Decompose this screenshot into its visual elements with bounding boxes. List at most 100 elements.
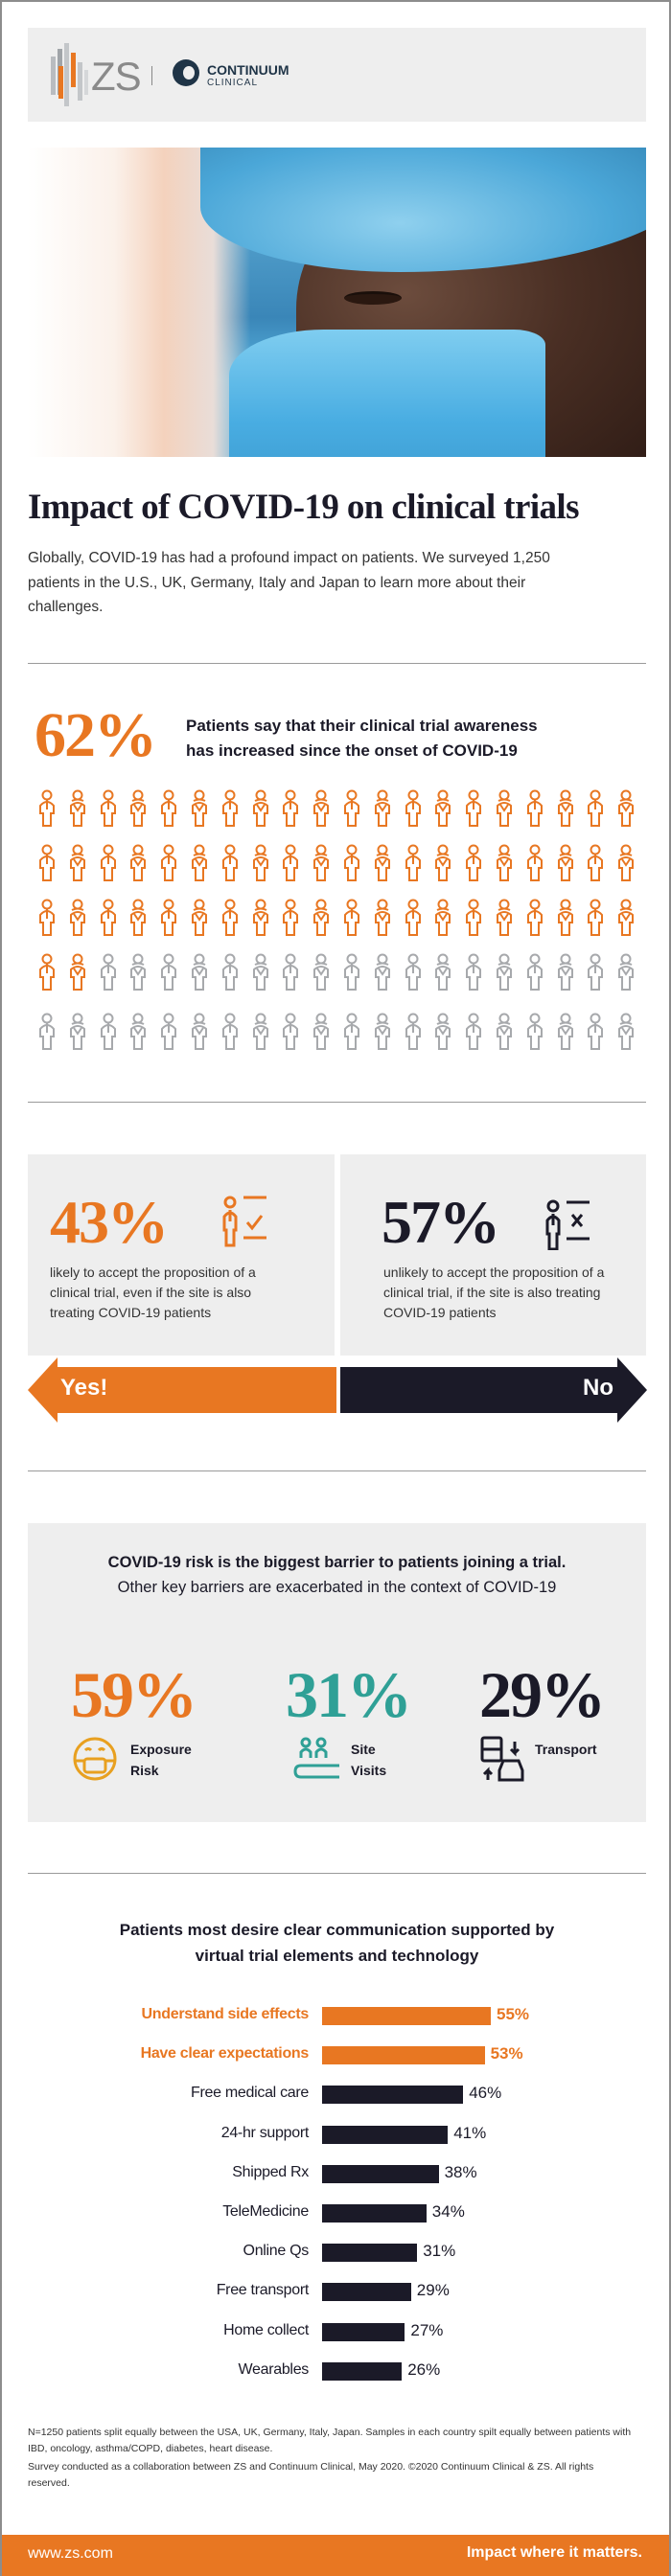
- woman-person-icon: [128, 789, 148, 828]
- footer-bar: [2, 2535, 669, 2576]
- man-person-icon: [159, 789, 178, 828]
- man-person-icon: [159, 899, 178, 937]
- man-person-icon: [281, 789, 300, 828]
- woman-person-icon: [433, 789, 452, 828]
- divider: [28, 1873, 646, 1874]
- man-person-icon: [37, 844, 57, 882]
- bar: [322, 2244, 418, 2263]
- bar-label: Shipped Rx: [232, 2163, 309, 2180]
- woman-person-icon: [495, 899, 514, 937]
- woman-person-icon: [190, 953, 209, 992]
- man-person-icon: [99, 953, 118, 992]
- site-label-line1: Site: [351, 1742, 376, 1757]
- man-person-icon: [342, 789, 361, 828]
- woman-person-icon: [251, 899, 270, 937]
- footer-url-link[interactable]: www.zs.com: [28, 2545, 113, 2562]
- bar: [322, 2361, 403, 2381]
- man-person-icon: [342, 844, 361, 882]
- man-person-icon: [586, 1013, 605, 1051]
- no-percent: 57%: [382, 1188, 500, 1256]
- man-person-icon: [159, 953, 178, 992]
- man-person-icon: [525, 1013, 544, 1051]
- bar-value-label: 55%: [497, 2005, 530, 2023]
- man-person-icon: [586, 844, 605, 882]
- woman-person-icon: [312, 953, 331, 992]
- woman-person-icon: [616, 953, 636, 992]
- bar: [322, 2283, 411, 2302]
- woman-person-icon: [433, 899, 452, 937]
- no-panel: [340, 1154, 646, 1356]
- no-label: No: [583, 1375, 613, 1401]
- man-person-icon: [159, 844, 178, 882]
- bar: [322, 2204, 427, 2223]
- woman-person-icon: [190, 899, 209, 937]
- woman-person-icon: [616, 1013, 636, 1051]
- man-person-icon: [99, 899, 118, 937]
- bar-label: Have clear expectations: [140, 2045, 310, 2063]
- man-person-icon: [464, 953, 483, 992]
- man-person-icon: [220, 789, 240, 828]
- woman-person-icon: [433, 844, 452, 882]
- bar-value-label: 27%: [410, 2320, 444, 2339]
- partner-sub: CLINICAL: [207, 78, 259, 88]
- woman-person-icon: [556, 899, 575, 937]
- divider: [28, 1470, 646, 1471]
- woman-person-icon: [190, 844, 209, 882]
- bar-label: 24-hr support: [220, 2124, 310, 2141]
- woman-person-icon: [373, 899, 392, 937]
- woman-person-icon: [373, 844, 392, 882]
- yes-label: Yes!: [60, 1375, 108, 1401]
- woman-person-icon: [433, 953, 452, 992]
- bar-value-label: 34%: [431, 2202, 465, 2221]
- man-person-icon: [404, 1013, 423, 1051]
- woman-person-icon: [373, 953, 392, 992]
- man-person-icon: [586, 789, 605, 828]
- woman-person-icon: [556, 1013, 575, 1051]
- woman-person-icon: [68, 789, 87, 828]
- transport-percent: 29%: [479, 1658, 606, 1731]
- bar: [322, 2322, 405, 2341]
- man-person-icon: [37, 953, 57, 992]
- transport-label: Transport: [535, 1742, 597, 1757]
- woman-person-icon: [68, 953, 87, 992]
- man-person-icon: [99, 1013, 118, 1051]
- man-person-icon: [525, 953, 544, 992]
- man-person-icon: [464, 789, 483, 828]
- man-person-icon: [342, 1013, 361, 1051]
- site-label-line2: Visits: [351, 1763, 387, 1778]
- bar-value-label: 29%: [416, 2281, 450, 2300]
- logo-divider: [151, 66, 152, 85]
- man-person-icon: [404, 789, 423, 828]
- face-mask-icon: [73, 1737, 117, 1781]
- bar: [322, 2007, 491, 2025]
- man-person-icon: [220, 899, 240, 937]
- woman-person-icon: [556, 953, 575, 992]
- woman-person-icon: [556, 844, 575, 882]
- woman-person-icon: [495, 844, 514, 882]
- awareness-text-line1: Patients say that their clinical trial a…: [186, 717, 538, 735]
- bar-label: TeleMedicine: [222, 2203, 309, 2220]
- site-visits-percent: 31%: [286, 1658, 412, 1731]
- zs-logo-text: ZS: [91, 54, 142, 99]
- exposure-risk-label: Exposure Risk: [130, 1739, 192, 1781]
- zs-logo-mark-icon: [51, 43, 88, 106]
- bar-label: Free transport: [216, 2282, 310, 2299]
- woman-person-icon: [251, 789, 270, 828]
- man-person-icon: [37, 899, 57, 937]
- man-person-icon: [281, 844, 300, 882]
- woman-person-icon: [190, 789, 209, 828]
- bar-label: Free medical care: [191, 2085, 309, 2102]
- man-person-icon: [342, 953, 361, 992]
- yes-panel: [28, 1154, 335, 1356]
- man-person-icon: [525, 844, 544, 882]
- divider: [28, 1102, 646, 1103]
- divider: [28, 663, 646, 664]
- barriers-panel: [28, 1523, 646, 1822]
- woman-person-icon: [616, 844, 636, 882]
- man-person-icon: [159, 1013, 178, 1051]
- exposure-label-line1: Exposure: [130, 1742, 192, 1757]
- man-person-icon: [281, 953, 300, 992]
- bar: [322, 2086, 464, 2105]
- woman-person-icon: [495, 789, 514, 828]
- man-person-icon: [464, 1013, 483, 1051]
